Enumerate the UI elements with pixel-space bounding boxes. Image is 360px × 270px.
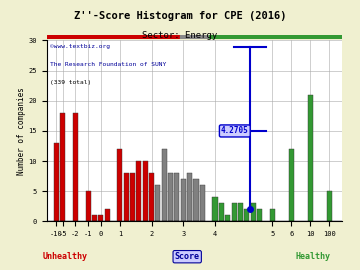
Text: (339 total): (339 total) bbox=[50, 80, 91, 85]
Bar bbox=[47, 35, 180, 39]
Bar bbox=[257, 209, 262, 221]
Bar bbox=[251, 203, 256, 221]
Bar bbox=[117, 149, 122, 221]
Bar bbox=[212, 197, 217, 221]
Bar bbox=[308, 95, 313, 221]
Bar bbox=[92, 215, 97, 221]
Text: Score: Score bbox=[175, 252, 200, 261]
Text: Sector: Energy: Sector: Energy bbox=[142, 31, 218, 40]
Text: The Research Foundation of SUNY: The Research Foundation of SUNY bbox=[50, 62, 166, 67]
Bar bbox=[168, 173, 173, 221]
Bar bbox=[225, 215, 230, 221]
Bar bbox=[104, 209, 110, 221]
Bar bbox=[200, 185, 205, 221]
Text: Healthy: Healthy bbox=[296, 252, 331, 261]
Bar bbox=[327, 191, 332, 221]
Y-axis label: Number of companies: Number of companies bbox=[17, 87, 26, 175]
Bar bbox=[289, 149, 294, 221]
Text: ©www.textbiz.org: ©www.textbiz.org bbox=[50, 44, 110, 49]
Bar bbox=[187, 173, 192, 221]
Bar bbox=[180, 35, 209, 39]
Bar bbox=[60, 113, 65, 221]
Bar bbox=[231, 203, 237, 221]
Bar bbox=[73, 113, 78, 221]
Bar bbox=[130, 173, 135, 221]
Bar bbox=[136, 161, 141, 221]
Bar bbox=[86, 191, 91, 221]
Bar bbox=[149, 173, 154, 221]
Text: Z''-Score Histogram for CPE (2016): Z''-Score Histogram for CPE (2016) bbox=[74, 11, 286, 21]
Bar bbox=[244, 209, 249, 221]
Bar bbox=[181, 179, 186, 221]
Bar bbox=[162, 149, 167, 221]
Text: Unhealthy: Unhealthy bbox=[42, 252, 87, 261]
Bar bbox=[193, 179, 198, 221]
Bar bbox=[238, 203, 243, 221]
Bar bbox=[156, 185, 161, 221]
Bar bbox=[219, 203, 224, 221]
Bar bbox=[98, 215, 103, 221]
Bar bbox=[174, 173, 180, 221]
Bar bbox=[209, 35, 342, 39]
Text: 4.2705: 4.2705 bbox=[221, 126, 249, 136]
Bar bbox=[270, 209, 275, 221]
Bar bbox=[123, 173, 129, 221]
Bar bbox=[143, 161, 148, 221]
Bar bbox=[54, 143, 59, 221]
